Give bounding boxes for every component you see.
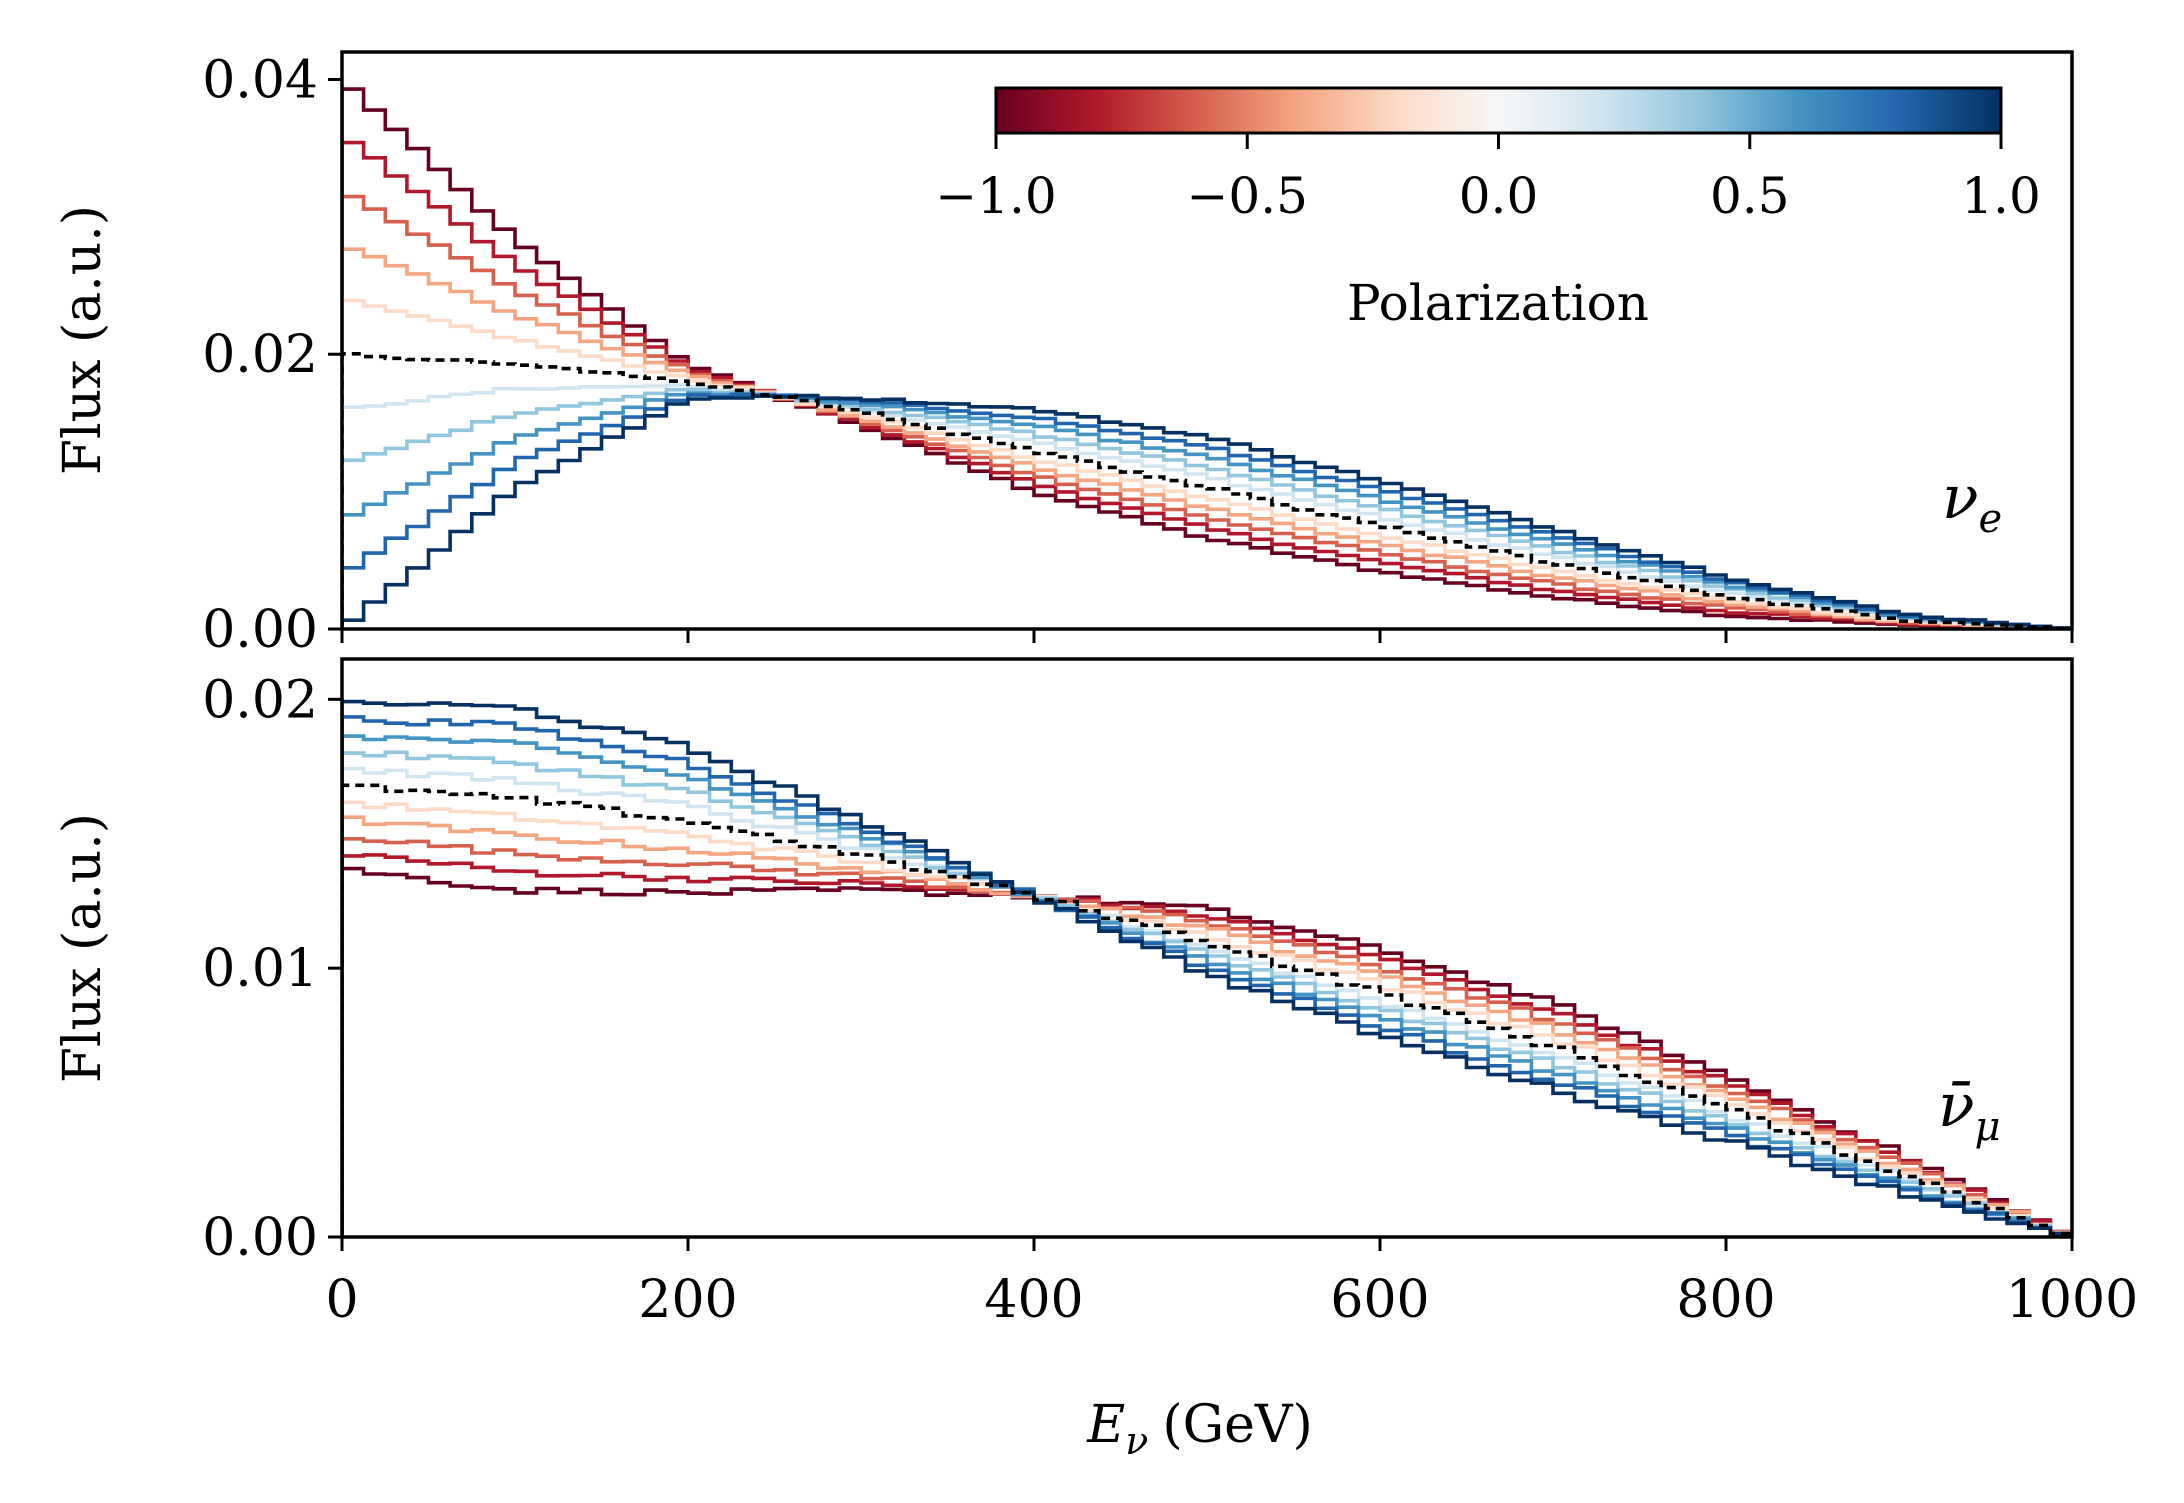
bottom-panel: 0.00 0.01 0.02 0 200 400 600 800 1000 Flux (a.u…	[53, 657, 2138, 1330]
series-line-pol--0.4	[342, 815, 2072, 1237]
colorbar-tick-label: −1.0	[935, 167, 1056, 225]
x-axis-label-subscript: ν	[1125, 1419, 1148, 1463]
series-line-unpolarized	[342, 783, 2072, 1237]
series-line-pol-0.6	[342, 734, 2072, 1237]
series-line-pol--0.6	[342, 837, 2072, 1237]
x-axis-label: Eν (GeV)	[1086, 1395, 1313, 1463]
bottom-series-group	[342, 699, 2072, 1237]
top-panel-label: νe	[1942, 463, 2002, 542]
bottom-x-tick-label: 400	[984, 1270, 1083, 1330]
colorbar-tick-label: 0.5	[1710, 167, 1790, 225]
bottom-x-tick-label: 1000	[2006, 1270, 2138, 1330]
top-y-tick-label: 0.04	[202, 50, 318, 110]
colorbar-tick-label: 0.0	[1459, 167, 1539, 225]
top-plot-frame	[340, 50, 2074, 631]
colorbar-tick-label: 1.0	[1961, 167, 2041, 225]
top-panel-label-symbol: ν	[1942, 463, 1978, 533]
top-y-axis-label: Flux (a.u.)	[53, 205, 113, 475]
series-line-pol--0.8	[342, 853, 2072, 1237]
bottom-x-tick-label: 800	[1676, 1270, 1775, 1330]
bottom-x-tick-label: 200	[638, 1270, 737, 1330]
bottom-y-tick-label: 0.01	[202, 939, 318, 999]
bottom-x-tick-label: 0	[325, 1270, 358, 1330]
bottom-panel-label-symbol: ν̄	[1938, 1071, 1974, 1141]
x-axis-label-symbol: E	[1086, 1395, 1125, 1455]
bottom-x-ticks: 0 200 400 600 800 1000	[325, 1237, 2138, 1330]
series-line-pol-0.8	[342, 715, 2072, 1237]
bottom-y-ticks: 0.00 0.01 0.02	[202, 670, 342, 1268]
top-series-group	[342, 87, 2072, 629]
top-panel: 0.000.020.04 Flux (a.u.) νe −1.0 −0.5 0.0 0…	[53, 50, 2074, 660]
colorbar: −1.0 −0.5 0.0 0.5 1.0 Polarization	[935, 86, 2041, 332]
top-x-ticks	[340, 629, 2074, 643]
colorbar-ticks: −1.0 −0.5 0.0 0.5 1.0	[935, 133, 2041, 225]
bottom-plot-frame	[340, 657, 2074, 1239]
top-y-ticks: 0.00 0.02 0.04	[202, 50, 342, 660]
bottom-panel-label-subscript: μ	[1974, 1104, 2000, 1150]
top-y-tick-label: 0.00	[202, 600, 318, 660]
bottom-y-axis-label: Flux (a.u.)	[53, 813, 113, 1083]
colorbar-label: Polarization	[1347, 274, 1649, 332]
series-line-pol--0.2	[342, 800, 2072, 1237]
series-line-pol--0.2	[342, 298, 2072, 629]
colorbar-tick-label: −0.5	[1187, 167, 1308, 225]
bottom-x-tick-label: 600	[1330, 1270, 1429, 1330]
bottom-panel-label: ν̄μ	[1938, 1071, 2000, 1150]
bottom-y-tick-label: 0.00	[202, 1208, 318, 1268]
x-axis-label-unit: (GeV)	[1162, 1395, 1312, 1455]
top-panel-label-subscript: e	[1978, 496, 2002, 542]
series-line-pol-1	[342, 393, 2072, 629]
top-y-tick-label: 0.02	[202, 325, 318, 385]
bottom-y-tick-label: 0.02	[202, 670, 318, 730]
series-line-pol-1	[342, 699, 2072, 1237]
colorbar-gradient	[994, 86, 2003, 135]
series-line-unpolarized	[342, 352, 2072, 629]
